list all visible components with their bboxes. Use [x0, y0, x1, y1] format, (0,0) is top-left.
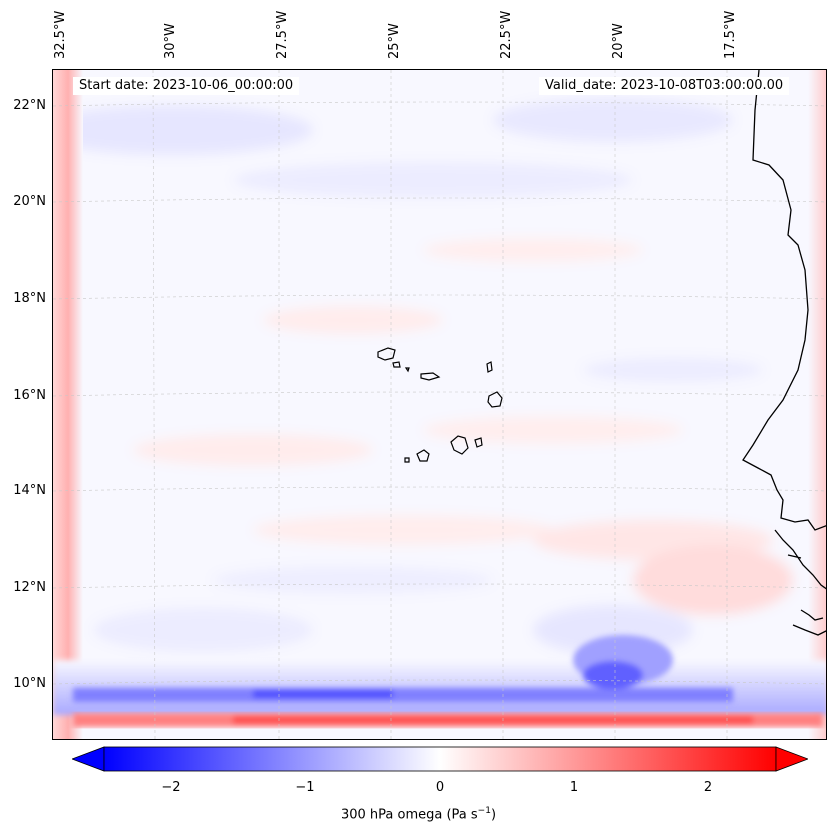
bottom-descent-band: [53, 660, 826, 715]
colorbar-body: [103, 746, 777, 772]
colorbar-tick-neg2: −2: [161, 780, 181, 795]
lon-label-20w: 20°W: [611, 23, 626, 59]
omega-field-background: [53, 70, 826, 739]
colorbar-extend-low: [72, 746, 105, 772]
omega-field-plot: [53, 70, 826, 739]
colorbar-tick-1: 1: [569, 780, 579, 795]
colorbar-tick-2: 2: [703, 780, 713, 795]
lon-label-17-5w: 17.5°W: [723, 10, 738, 59]
lon-label-25w: 25°W: [387, 23, 402, 59]
lat-label-12n: 12°N: [13, 580, 46, 595]
lon-label-32-5w: 32.5°W: [53, 10, 68, 59]
colorbar-tick-0: 0: [435, 780, 445, 795]
lat-label-14n: 14°N: [13, 483, 46, 498]
lon-label-27-5w: 27.5°W: [275, 10, 290, 59]
bottom-blue-streak: [73, 635, 733, 702]
lat-label-22n: 22°N: [13, 98, 46, 113]
left-boundary-band: [53, 70, 83, 739]
cape-verde-islands: [377, 347, 503, 463]
colorbar-tick-neg1: −1: [295, 780, 315, 795]
bottom-red-streak: [73, 713, 823, 727]
lon-label-30w: 30°W: [163, 23, 178, 59]
graticule-gridlines: [53, 70, 826, 739]
lat-label-18n: 18°N: [13, 291, 46, 306]
valid-date-label: Valid_date: 2023-10-08T03:00:00.00: [539, 77, 790, 95]
omega-map-panel: [52, 69, 827, 740]
lat-label-16n: 16°N: [13, 388, 46, 403]
lat-label-10n: 10°N: [13, 676, 46, 691]
colorbar-extend-high: [775, 746, 808, 772]
colorbar-label: 300 hPa omega (Pa s−1): [340, 806, 497, 823]
right-boundary-band: [808, 70, 826, 739]
lon-label-22-5w: 22.5°W: [499, 10, 514, 59]
start-date-label: Start date: 2023-10-06_00:00:00: [73, 77, 300, 95]
lat-label-20n: 20°N: [13, 194, 46, 209]
west-africa-coastline: [742, 70, 826, 636]
omega-colorbar: [72, 746, 808, 772]
